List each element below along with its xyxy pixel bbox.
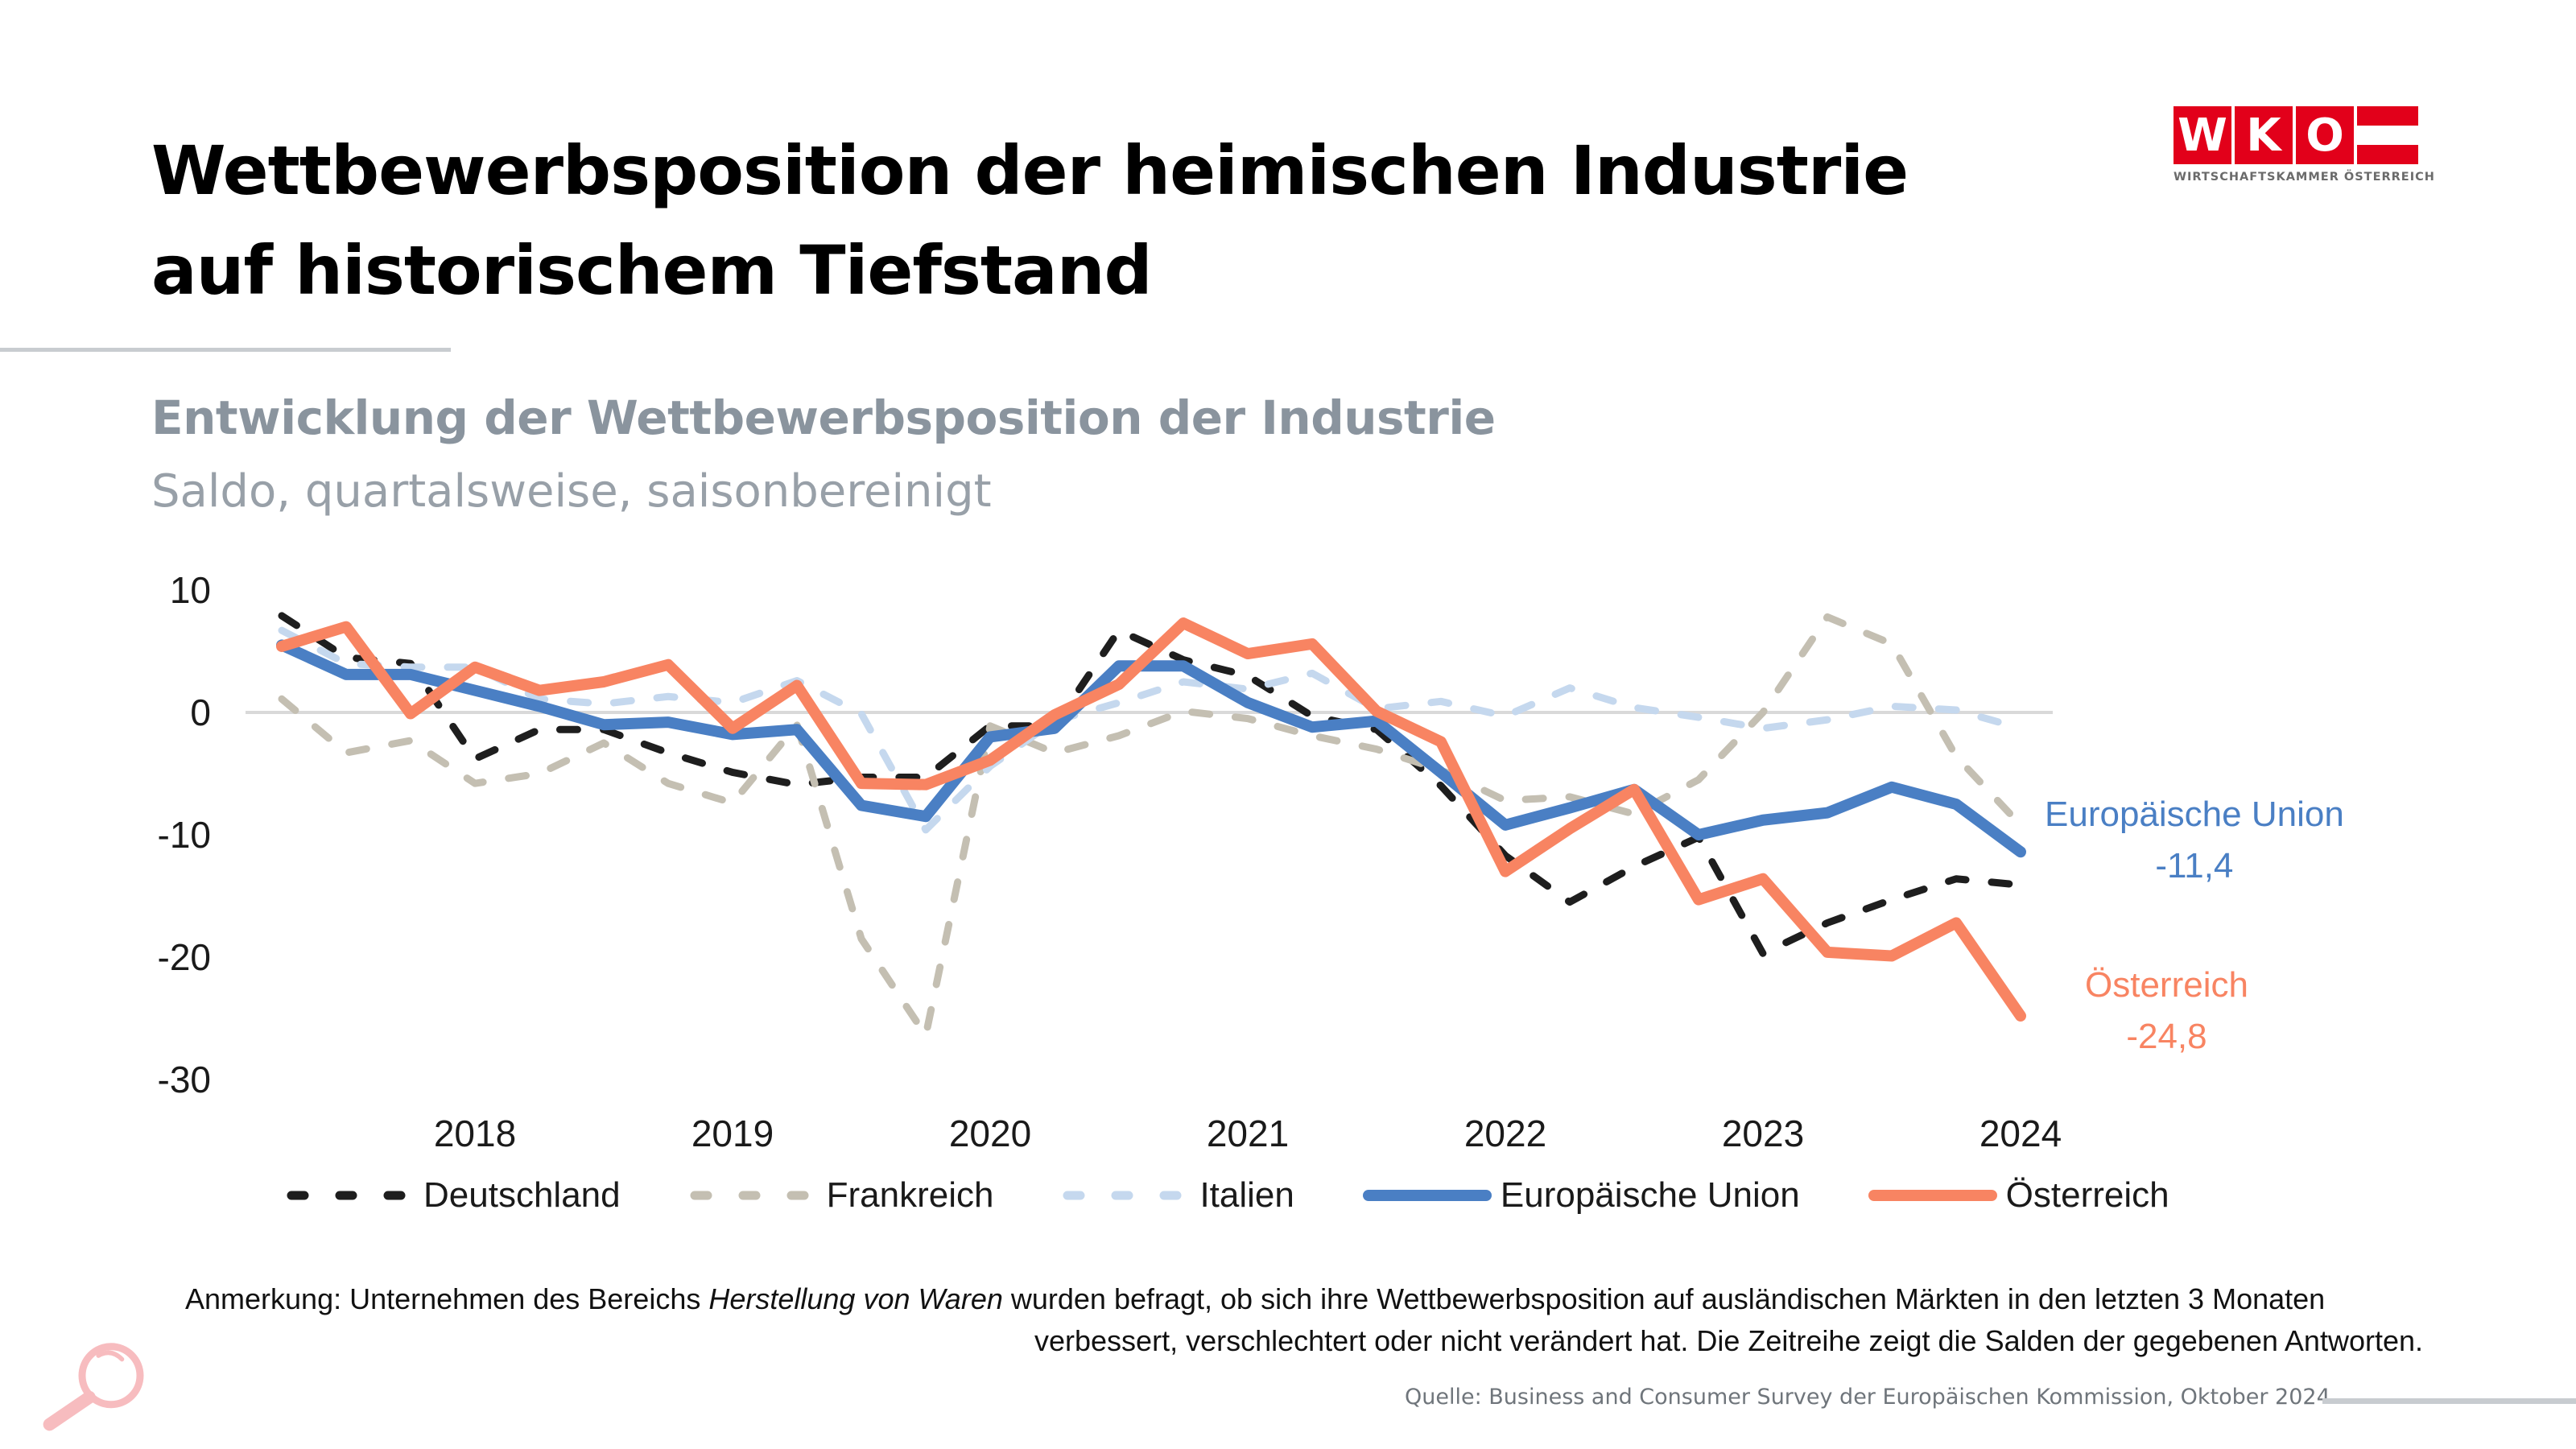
footnote-line-1: Anmerkung: Unternehmen des Bereichs Hers…	[185, 1278, 2423, 1320]
logo-letter-o: O	[2296, 106, 2354, 164]
chart-title: Entwicklung der Wettbewerbsposition der …	[151, 390, 1496, 445]
annotation-at: Österreich -24,8	[2085, 960, 2248, 1063]
footnote-line-2: verbessert, verschlechtert oder nicht ve…	[1034, 1324, 2423, 1357]
logo-letter-k: K	[2235, 106, 2293, 164]
logo-letter-w: W	[2174, 106, 2231, 164]
legend-item: Frankreich	[685, 1175, 994, 1216]
y-tick-label: -20	[158, 936, 211, 978]
divider-left	[0, 348, 451, 352]
x-tick-label: 2024	[1979, 1113, 2062, 1154]
chart-legend: Deutschland Frankreich Italien Europäische …	[282, 1175, 2234, 1216]
title-line-1: Wettbewerbsposition der heimischen Indus…	[151, 131, 1909, 210]
legend-item: Europäische Union	[1359, 1175, 1800, 1216]
magnifier-icon	[43, 1343, 144, 1431]
x-tick-label: 2023	[1722, 1113, 1804, 1154]
footnote: Anmerkung: Unternehmen des Bereichs Hers…	[185, 1278, 2423, 1362]
x-tick-label: 2022	[1464, 1113, 1546, 1154]
legend-item: Deutschland	[282, 1175, 621, 1216]
legend-label: Österreich	[2005, 1175, 2169, 1215]
legend-swatch	[1063, 1191, 1190, 1200]
chart-subtitle: Saldo, quartalsweise, saisonbereinigt	[151, 465, 992, 518]
y-tick-label: 0	[190, 691, 211, 733]
y-tick-label: -30	[158, 1059, 211, 1100]
legend-item: Österreich	[1864, 1175, 2169, 1216]
legend-swatch	[287, 1191, 414, 1200]
title-line-2: auf historischem Tiefstand	[151, 231, 1153, 310]
annotation-at-value: -24,8	[2126, 1017, 2207, 1056]
annotation-at-label: Österreich	[2085, 965, 2248, 1005]
x-tick-label: 2019	[691, 1113, 774, 1154]
legend-label: Europäische Union	[1500, 1175, 1800, 1215]
annotation-eu-label: Europäische Union	[2045, 795, 2344, 834]
legend-label: Deutschland	[423, 1175, 621, 1215]
source-text: Quelle: Business and Consumer Survey der…	[1405, 1385, 2330, 1410]
legend-label: Frankreich	[826, 1175, 994, 1215]
wko-logo: W K O WIRTSCHAFTSKAMMER ÖSTERREICH	[2174, 106, 2435, 184]
annotation-eu-value: -11,4	[2155, 846, 2234, 886]
line-chart: 10 0 -10 -20 -30 2018 2019 2020 2021 2022 2023 2024	[158, 569, 2062, 1154]
legend-swatch	[1362, 1190, 1492, 1201]
page-title: Wettbewerbsposition der heimischen Indus…	[151, 121, 1909, 320]
legend-label: Italien	[1199, 1175, 1294, 1215]
series-line-österreich	[276, 617, 2026, 1022]
series-line-frankreich	[278, 613, 2025, 1039]
x-tick-label: 2021	[1207, 1113, 1289, 1154]
series-line-europäische-union	[276, 639, 2026, 858]
x-tick-label: 2020	[949, 1113, 1031, 1154]
series-line-deutschland	[278, 612, 2025, 957]
divider-right	[2322, 1398, 2576, 1404]
footnote-italic: Herstellung von Waren	[708, 1282, 1003, 1315]
series-line-italien	[278, 626, 2025, 834]
footnote-suffix: wurden befragt, ob sich ihre Wettbewerbs…	[1002, 1282, 2326, 1315]
x-tick-label: 2018	[434, 1113, 516, 1154]
footnote-prefix: Anmerkung: Unternehmen des Bereichs	[185, 1282, 709, 1315]
legend-swatch	[690, 1191, 817, 1200]
legend-item: Italien	[1058, 1175, 1294, 1216]
y-tick-label: -10	[158, 814, 211, 856]
y-tick-label: 10	[170, 569, 211, 611]
legend-swatch	[1868, 1190, 1997, 1201]
austrian-flag-icon	[2357, 106, 2418, 164]
annotation-eu: Europäische Union -11,4	[2045, 789, 2344, 892]
logo-text: WIRTSCHAFTSKAMMER ÖSTERREICH	[2174, 171, 2435, 184]
